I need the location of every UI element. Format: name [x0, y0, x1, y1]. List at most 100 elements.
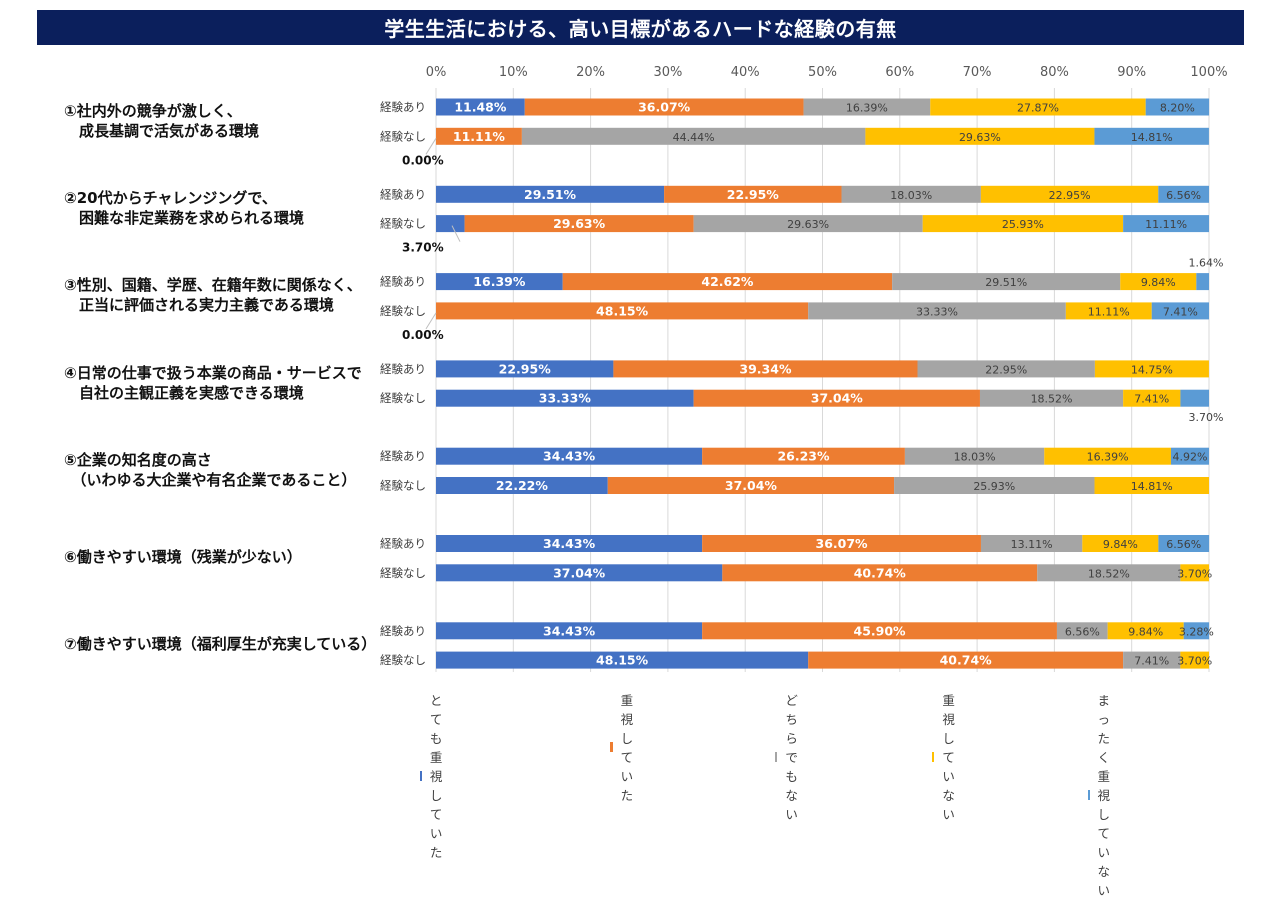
data-label: 11.11% — [1145, 218, 1187, 231]
bar-segment — [1037, 564, 1181, 582]
data-label: 16.39% — [1087, 451, 1129, 464]
data-label: 25.93% — [1002, 218, 1044, 231]
bar-segment — [1065, 302, 1152, 320]
row-label: 経験なし — [380, 479, 426, 493]
data-label: 25.93% — [973, 480, 1015, 493]
data-label: 22.95% — [499, 361, 552, 376]
data-label: 11.11% — [1088, 305, 1130, 318]
data-label: 29.63% — [553, 216, 606, 231]
bar-segment — [1151, 302, 1209, 320]
bar-segment — [980, 535, 1083, 552]
x-tick-label: 30% — [653, 65, 682, 80]
data-label: 9.84% — [1141, 276, 1176, 289]
bar-segment — [1123, 389, 1181, 407]
data-label: 40.74% — [854, 565, 907, 580]
data-label: 48.15% — [596, 303, 649, 318]
bar-segment — [436, 622, 703, 640]
data-label: 18.03% — [890, 189, 932, 202]
x-tick-label: 100% — [1190, 65, 1227, 80]
legend-label: まったく重視していない — [1097, 693, 1111, 898]
x-tick-label: 10% — [499, 65, 528, 80]
data-label-outside: 3.70% — [1189, 411, 1224, 424]
data-label: 22.95% — [727, 187, 780, 202]
bar-segment — [436, 215, 465, 233]
data-label: 9.84% — [1103, 538, 1138, 551]
data-label: 11.11% — [453, 129, 506, 144]
data-label: 14.81% — [1131, 480, 1173, 493]
data-label-outside: 3.70% — [402, 241, 444, 255]
bar-segment — [808, 302, 1066, 320]
bar-segment — [1044, 447, 1171, 465]
bar-segment — [521, 127, 866, 145]
row-label: 経験あり — [380, 537, 426, 551]
bar-segment — [1145, 98, 1210, 116]
category-label: ③性別、国籍、学歴、在籍年数に関係なく、 正当に評価される実力主義である環境 — [64, 276, 362, 315]
category-label: ⑤企業の知名度の高さ （いわゆる大企業や有名企業であること） — [64, 450, 357, 489]
bar-segment — [1094, 127, 1209, 145]
data-label-outside: 0.00% — [402, 328, 444, 342]
legend-item: 重視していた — [610, 690, 641, 804]
bar-segment — [702, 447, 905, 465]
row-label: 経験あり — [380, 624, 426, 638]
bar-segment — [664, 185, 842, 203]
data-label: 3.70% — [1177, 655, 1212, 668]
data-label: 45.90% — [854, 623, 907, 638]
leader-line — [425, 138, 437, 155]
leader-line — [425, 312, 437, 330]
data-label: 29.63% — [787, 218, 829, 231]
x-tick-label: 20% — [576, 65, 605, 80]
data-label: 6.56% — [1065, 625, 1100, 638]
bar-segment — [1107, 622, 1184, 640]
data-label: 7.41% — [1163, 305, 1198, 318]
data-label: 7.41% — [1134, 655, 1169, 668]
data-label: 37.04% — [811, 391, 864, 406]
category-label: ①社内外の競争が激しく、 成長基調で活気がある環境 — [64, 101, 260, 140]
bar-segment — [436, 651, 809, 669]
bar-segment — [980, 185, 1159, 203]
legend-item: 重視していない — [932, 690, 963, 823]
row-label: 経験なし — [380, 566, 426, 580]
data-label: 14.75% — [1131, 363, 1173, 376]
data-label: 18.52% — [1031, 393, 1073, 406]
bar-segment — [1094, 360, 1209, 378]
category-label: ④日常の仕事で扱う本業の商品・サービスで 自社の主観正義を実感できる環境 — [64, 363, 362, 402]
leader-line — [451, 225, 461, 242]
data-label: 14.81% — [1131, 131, 1173, 144]
bar-segment — [524, 98, 804, 116]
data-label: 9.84% — [1128, 625, 1163, 638]
legend-swatch — [610, 742, 613, 752]
data-label: 44.44% — [673, 131, 715, 144]
bar-segment — [693, 215, 923, 233]
legend-swatch — [1088, 789, 1090, 800]
data-label: 40.74% — [940, 653, 993, 668]
bar-segment — [917, 360, 1095, 378]
bar-segment — [922, 215, 1124, 233]
x-tick-label: 80% — [1040, 65, 1069, 80]
data-label: 29.51% — [985, 276, 1027, 289]
bar-segment — [436, 98, 525, 116]
data-label: 33.33% — [539, 391, 592, 406]
data-label: 34.43% — [543, 623, 596, 638]
legend-swatch — [932, 751, 935, 762]
data-label: 6.56% — [1166, 538, 1201, 551]
x-tick-label: 40% — [731, 65, 760, 80]
bar-segment — [979, 389, 1124, 407]
bar-segment — [1170, 447, 1209, 465]
data-label: 18.03% — [954, 451, 996, 464]
legend-label: 重視していた — [620, 693, 634, 803]
bar-segment — [693, 389, 980, 407]
data-label: 37.04% — [553, 565, 606, 580]
data-label: 48.15% — [596, 653, 649, 668]
legend-item: まったく重視していない — [1088, 690, 1119, 899]
bar-segment — [436, 564, 723, 582]
bar-segment — [803, 98, 931, 116]
bar-segment — [930, 98, 1146, 116]
chart-title: 学生生活における、高い目標があるハードな経験の有無 — [37, 10, 1244, 45]
data-label: 11.48% — [454, 100, 507, 115]
row-label: 経験あり — [380, 100, 426, 114]
data-label: 13.11% — [1011, 538, 1053, 551]
bar-segment — [1158, 185, 1209, 203]
x-tick-label: 60% — [885, 65, 914, 80]
data-label: 3.28% — [1179, 625, 1214, 638]
bar-segment — [613, 360, 918, 378]
